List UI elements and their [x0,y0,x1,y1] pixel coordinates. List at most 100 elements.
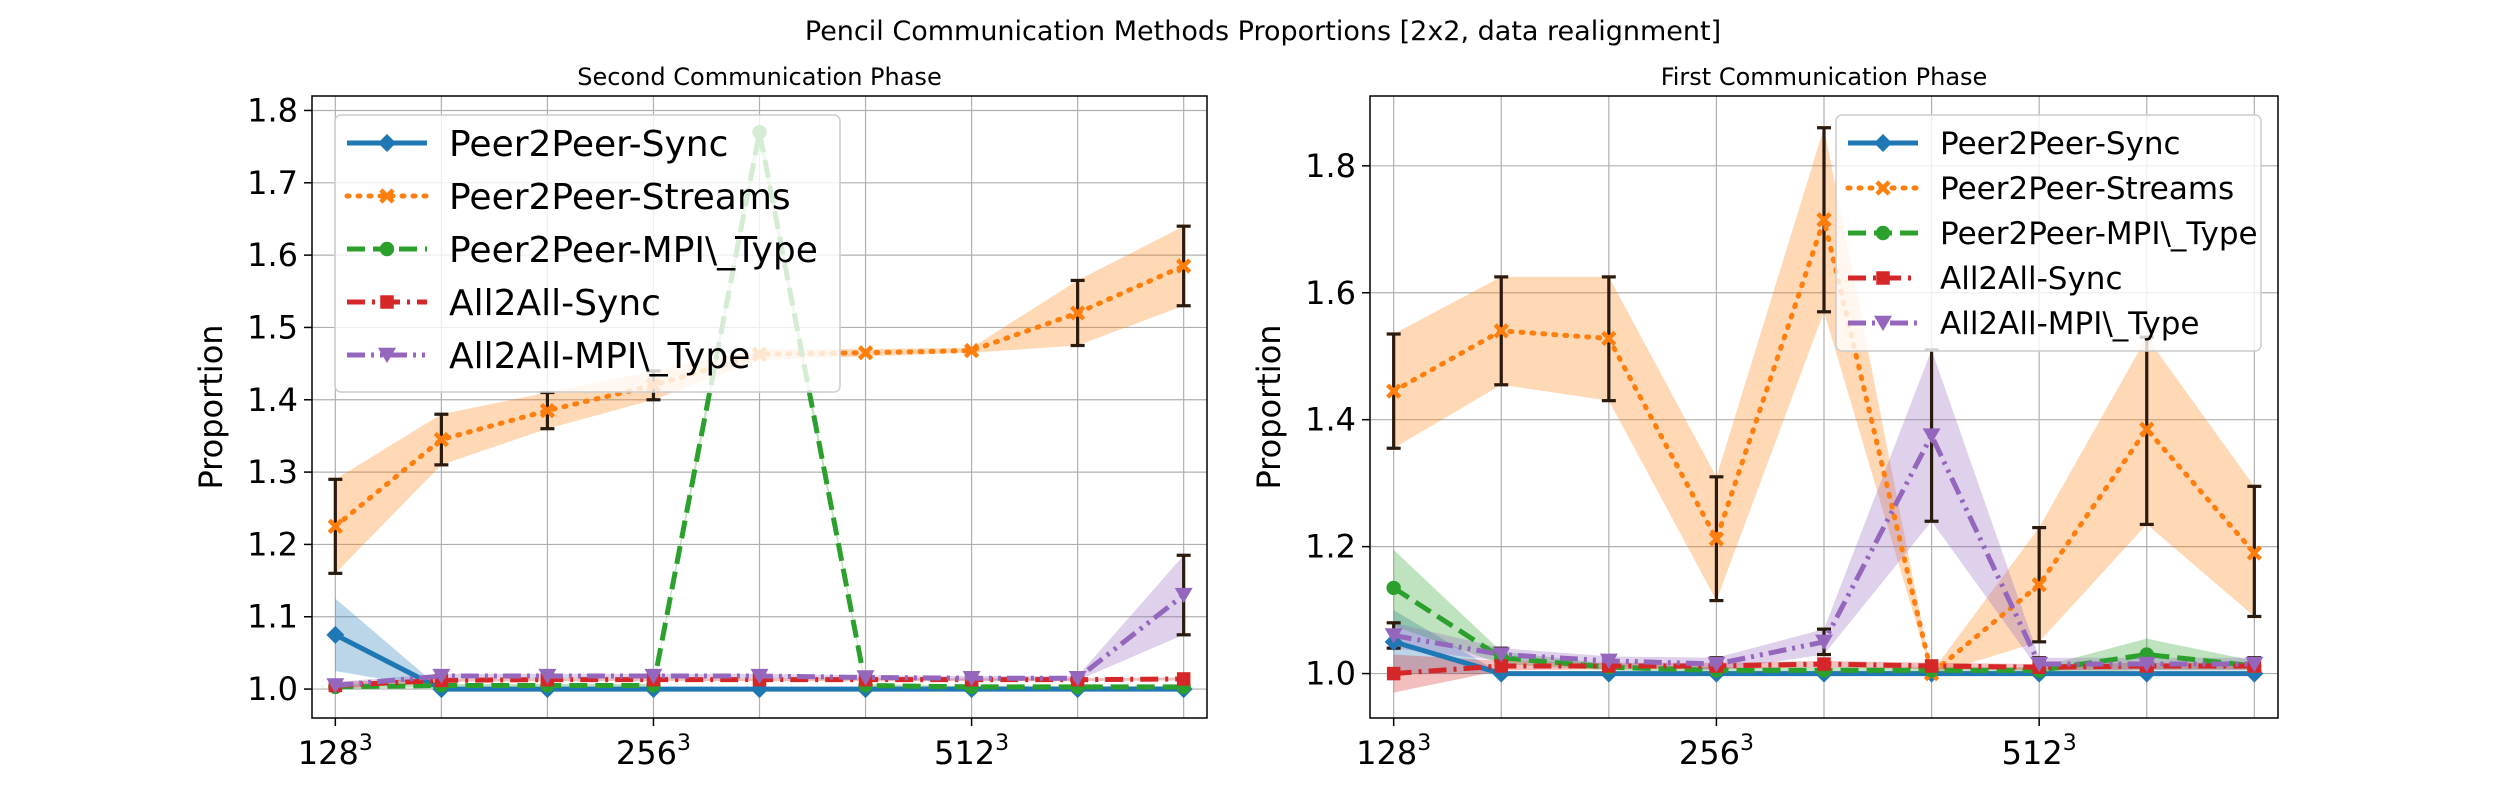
y-tick-label: 1.8 [1305,147,1356,185]
data-point [857,345,874,361]
legend-frame [1835,114,2262,352]
legend-label: Peer2Peer-MPI\_Type [1940,216,2258,252]
plot-frame [1369,95,2279,719]
figure-title: Pencil Communication Methods Proportions… [805,16,1721,47]
data-point [1707,656,1726,673]
x-tick-label: 1283 [298,731,373,772]
legend-item: All2All-Sync [347,283,661,324]
y-tick-label: 1.8 [247,91,298,129]
series-all2all-mpi-type [1384,428,2264,673]
data-point [1176,258,1192,274]
x-tick-label: 2563 [616,731,691,772]
chart-title: First Communication Phase [1661,63,1988,91]
legend-item: Peer2Peer-Streams [344,177,791,218]
legend-marker [1875,180,1891,196]
y-axis: 1.0 1.2 1.4 1.6 1.8 Proportion [1250,147,1370,693]
legend-frame [334,114,841,393]
x-tick-label: 2563 [1679,731,1754,772]
legend-item: All2All-MPI\_Type [1848,306,2200,342]
legend: Peer2Peer-Sync Peer2Peer-Streams Peer2Peer… [1835,114,2262,352]
data-point [2246,545,2262,561]
legend-label: Peer2Peer-MPI\_Type [449,230,818,271]
data-point [1599,653,1618,669]
x-tick-label: 1283 [1356,731,1431,772]
data-point [1384,628,1403,644]
data-point [432,668,451,685]
data-point [1069,305,1086,321]
y-tick-label: 1.2 [1305,528,1356,566]
legend-item: All2All-Sync [1848,261,2123,297]
legend-item: Peer2Peer-Streams [1845,171,2234,207]
data-point [644,668,663,685]
legend-item: Peer2Peer-Sync [1848,126,2181,162]
data-point [2030,656,2049,673]
y-tick-label: 1.4 [1305,401,1356,439]
legend-marker [1876,271,1890,285]
y-tick-label: 1.2 [247,525,298,563]
legend-item: Peer2Peer-Sync [347,124,728,165]
y-tick-label: 1.5 [247,308,298,346]
data-point [1815,634,1833,650]
data-point [1176,672,1191,686]
data-point [750,668,769,685]
legend-item: Peer2Peer-MPI\_Type [347,230,818,271]
series-all2all-mpi-type [326,587,1193,694]
data-point [326,678,345,694]
data-point [1386,383,1402,399]
data-point [539,402,556,419]
legend-label: All2All-Sync [449,283,661,324]
data-point [1492,647,1511,663]
legend-label: All2All-MPI\_Type [1940,306,2200,342]
y-tick-label: 1.4 [247,381,298,419]
y-tick-label: 1.1 [247,598,298,636]
data-point [326,625,345,644]
x-axis: 1283 2563 5123 [298,718,1009,772]
y-tick-label: 1.6 [1305,274,1356,312]
data-point [1386,666,1401,681]
x-tick-label: 5123 [2002,731,2077,772]
data-point [2245,656,2264,673]
x-tick-label: 5123 [934,731,1009,772]
legend-label: Peer2Peer-Sync [449,124,728,165]
legend-marker [378,347,396,364]
legend-label: Peer2Peer-Sync [1940,126,2181,162]
legend-item: All2All-MPI\_Type [347,336,750,377]
legend-marker [1874,315,1892,332]
data-point [1708,531,1725,547]
data-point [1924,659,1939,673]
legend-label: Peer2Peer-Streams [449,177,791,218]
legend: Peer2Peer-Sync Peer2Peer-Streams Peer2Peer… [334,114,841,393]
data-point [856,670,875,686]
data-point [2137,656,2156,673]
y-axis: 1.0 1.1 1.2 1.3 1.4 1.5 1.6 1.7 1.8 Proportion [192,91,312,708]
legend-label: All2All-Sync [1940,261,2123,297]
band-peer2peer-mpi-type [1393,549,2255,674]
data-point [433,431,450,448]
chart-first-phase: First Communication Phase 1.0 1.2 1.4 1.6 1.8… [1250,63,2279,772]
data-point [963,342,980,359]
data-point [2031,577,2047,593]
chart-title: Second Communication Phase [577,63,941,91]
data-point [538,668,557,685]
data-point [1174,587,1193,604]
data-point [1494,659,1509,673]
chart-second-phase: Second Communication Phase 1.0 1.1 1.2 1.3 1.… [192,63,1208,772]
legend-marker [379,241,395,257]
y-tick-label: 1.0 [1305,655,1356,693]
y-tick-label: 1.7 [247,164,298,202]
data-point [1816,212,1832,228]
data-point [1068,671,1087,687]
y-axis-label: Proportion [192,324,230,489]
data-point [1817,657,1831,671]
data-point [327,518,343,534]
legend-marker [1874,134,1892,152]
y-tick-label: 1.0 [247,670,298,708]
legend-item: Peer2Peer-MPI\_Type [1848,216,2258,252]
legend-marker [380,295,394,309]
y-tick-label: 1.3 [247,453,298,491]
legend-marker [379,188,395,204]
data-point [962,671,981,687]
series-line [335,129,1184,690]
y-axis-label: Proportion [1250,324,1288,489]
